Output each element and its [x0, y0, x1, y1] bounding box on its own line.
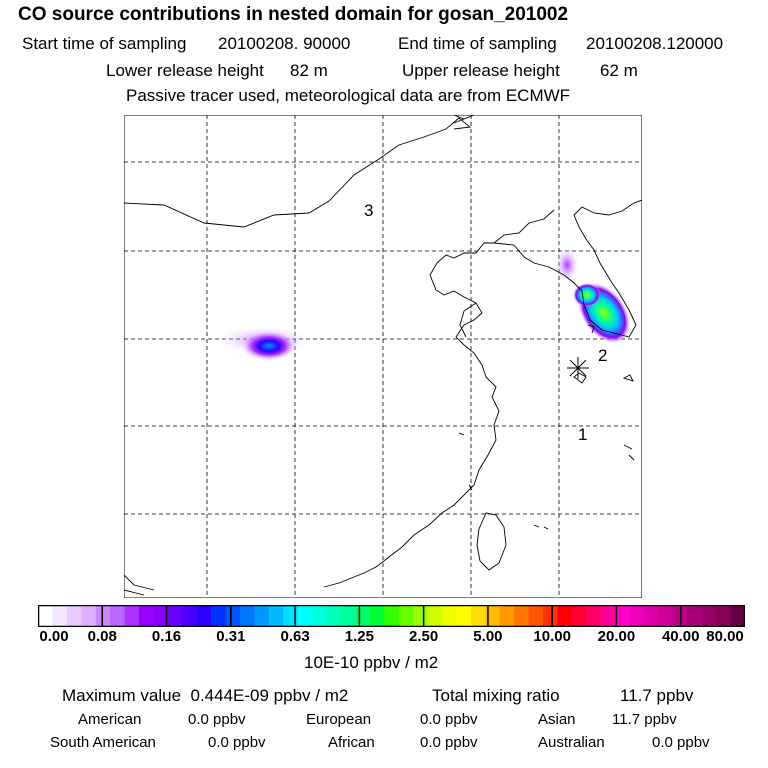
colorbar-cell [413, 605, 429, 627]
region-label-3: 3 [364, 201, 373, 220]
total-mixing-value: 11.7 ppbv [620, 686, 694, 705]
colorbar-cell [514, 605, 530, 627]
concentration-plumes [216, 247, 631, 361]
colorbar-cell [52, 605, 68, 627]
colorbar-cell [442, 605, 458, 627]
colorbar-cell [38, 605, 54, 627]
colorbar [38, 605, 745, 627]
colorbar-cell [240, 605, 256, 627]
region-name-european: European [306, 711, 372, 728]
colorbar-units: 10E-10 ppbv / m2 [304, 653, 439, 672]
region-value-south-american: 0.0 ppbv [208, 734, 266, 751]
colorbar-tick-label: 5.00 [473, 628, 503, 645]
colorbar-cell [543, 605, 559, 627]
max-value-line: Maximum value 0.444E-09 ppbv / m2 [62, 686, 348, 706]
colorbar-cell [211, 605, 227, 627]
colorbar-cell [398, 605, 414, 627]
colorbar-cell [268, 605, 284, 627]
region-name-south-american: South American [50, 734, 156, 751]
colorbar-cell [586, 605, 602, 627]
colorbar-cell [600, 605, 616, 627]
colorbar-cell [456, 605, 472, 627]
start-time-value: 20100208. 90000 [218, 34, 351, 53]
plot-title: CO source contributions in nested domain… [18, 4, 569, 25]
colorbar-cell [66, 605, 82, 627]
colorbar-cell [153, 605, 169, 627]
colorbar-cell [485, 605, 501, 627]
colorbar-cell [716, 605, 732, 627]
colorbar-tick-label: 2.50 [409, 628, 439, 645]
colorbar-cell [658, 605, 674, 627]
colorbar-cell [427, 605, 443, 627]
colorbar-cell [571, 605, 587, 627]
region-value-european: 0.0 ppbv [420, 711, 478, 728]
colorbar-cell [312, 605, 328, 627]
colorbar-cell [355, 605, 371, 627]
colorbar-cell [139, 605, 155, 627]
colorbar-cell [182, 605, 198, 627]
region-value-american: 0.0 ppbv [188, 711, 246, 728]
colorbar-cell [283, 605, 299, 627]
colorbar-cell [110, 605, 126, 627]
end-time-label: End time of sampling [398, 34, 557, 53]
max-value-label: Maximum value [62, 686, 182, 705]
colorbar-cell [470, 605, 486, 627]
end-time-value: 20100208.120000 [586, 34, 724, 53]
colorbar-cell [730, 605, 745, 627]
region-name-asian: Asian [538, 711, 576, 728]
colorbar-cell [167, 605, 183, 627]
upper-release-value: 62 m [600, 61, 638, 80]
colorbar-tick-label: 20.00 [597, 628, 636, 645]
start-time-label: Start time of sampling [22, 34, 187, 53]
region-value-asian: 11.7 ppbv [612, 711, 677, 728]
colorbar-cell [701, 605, 717, 627]
colorbar-cell [499, 605, 515, 627]
colorbar-cell [629, 605, 645, 627]
colorbar-cell [384, 605, 400, 627]
colorbar-cell [95, 605, 111, 627]
colorbar-tick-label: 0.31 [216, 628, 246, 645]
colorbar-tick-label: 40.00 [661, 628, 700, 645]
map-grid [124, 115, 642, 598]
upper-release-label: Upper release height [402, 61, 560, 80]
colorbar-cell [557, 605, 573, 627]
region-name-australian: Australian [538, 734, 605, 751]
max-value: 0.444E-09 ppbv / m2 [190, 686, 349, 705]
colorbar-cell [644, 605, 660, 627]
colorbar-cell [124, 605, 140, 627]
colorbar-tick-label: 0.00 [39, 628, 69, 645]
colorbar-tick-label: 0.63 [280, 628, 310, 645]
colorbar-cell [254, 605, 270, 627]
region-value-australian: 0.0 ppbv [652, 734, 710, 751]
colorbar-cell [297, 605, 313, 627]
colorbar-cell [528, 605, 544, 627]
colorbar-tick-label: 1.25 [344, 628, 374, 645]
region-value-african: 0.0 ppbv [420, 734, 478, 751]
region-name-african: African [328, 734, 375, 751]
colorbar-cell [687, 605, 703, 627]
lower-release-label: Lower release height [106, 61, 264, 80]
release-site-marker [567, 357, 589, 379]
colorbar-tick-label: 0.16 [151, 628, 182, 645]
lower-release-value: 82 m [290, 61, 328, 80]
coastlines [124, 115, 642, 596]
colorbar-cell [225, 605, 241, 627]
colorbar-cell [81, 605, 97, 627]
tracer-note: Passive tracer used, meteorological data… [126, 86, 571, 105]
colorbar-cell [369, 605, 385, 627]
colorbar-cell [326, 605, 342, 627]
colorbar-cell [196, 605, 212, 627]
colorbar-cell [615, 605, 631, 627]
colorbar-tick-label: 0.08 [87, 628, 117, 645]
total-mixing-label: Total mixing ratio [432, 686, 560, 705]
colorbar-tick-label: 10.00 [533, 628, 571, 645]
region-label-1: 1 [578, 425, 587, 444]
map-panel: 3 2 1 [124, 115, 642, 598]
colorbar-cell [341, 605, 357, 627]
colorbar-tick-label: 80.00 [706, 628, 744, 645]
region-label-2: 2 [598, 346, 607, 365]
region-name-american: American [78, 711, 142, 728]
